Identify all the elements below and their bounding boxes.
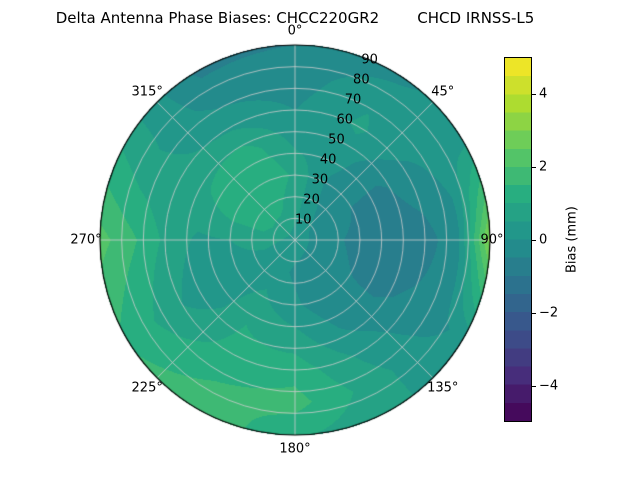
angular-tick-label: 180°: [279, 441, 311, 457]
radial-tick-label: 80: [353, 72, 370, 88]
colorbar-tick-label: 2: [539, 159, 548, 174]
colorbar-tick-label: −2: [539, 305, 559, 320]
angular-tick-label: 315°: [131, 84, 163, 100]
angular-tick-label: 225°: [131, 380, 163, 396]
radial-tick-label: 20: [303, 192, 320, 208]
colorbar-tick-label: 4: [539, 86, 548, 101]
colorbar-tick: [532, 385, 536, 387]
colorbar-axis-label: Bias (mm): [564, 206, 580, 273]
radial-tick-label: 50: [328, 132, 345, 148]
polar-contour-plot: [95, 40, 495, 440]
radial-tick-label: 70: [344, 92, 362, 108]
radial-tick-label: 60: [336, 112, 354, 128]
angular-tick-label: 45°: [431, 84, 455, 100]
colorbar-tick: [532, 312, 536, 314]
colorbar-tick: [532, 93, 536, 95]
radial-tick-label: 90: [361, 52, 378, 68]
colorbar: [504, 57, 532, 422]
colorbar-tick-label: 0: [539, 232, 548, 247]
colorbar-tick: [532, 166, 536, 168]
angular-tick-label: 0°: [287, 23, 303, 39]
angular-tick-label: 90°: [480, 232, 504, 248]
radial-tick-label: 10: [295, 212, 312, 228]
radial-tick-label: 40: [319, 152, 337, 168]
angular-tick-label: 270°: [70, 232, 102, 248]
radial-tick-label: 30: [311, 172, 329, 188]
angular-tick-label: 135°: [427, 380, 459, 396]
colorbar-tick-label: −4: [539, 378, 559, 393]
chart-title: Delta Antenna Phase Biases: CHCC220GR2 C…: [55, 9, 535, 27]
colorbar-tick: [532, 239, 536, 241]
